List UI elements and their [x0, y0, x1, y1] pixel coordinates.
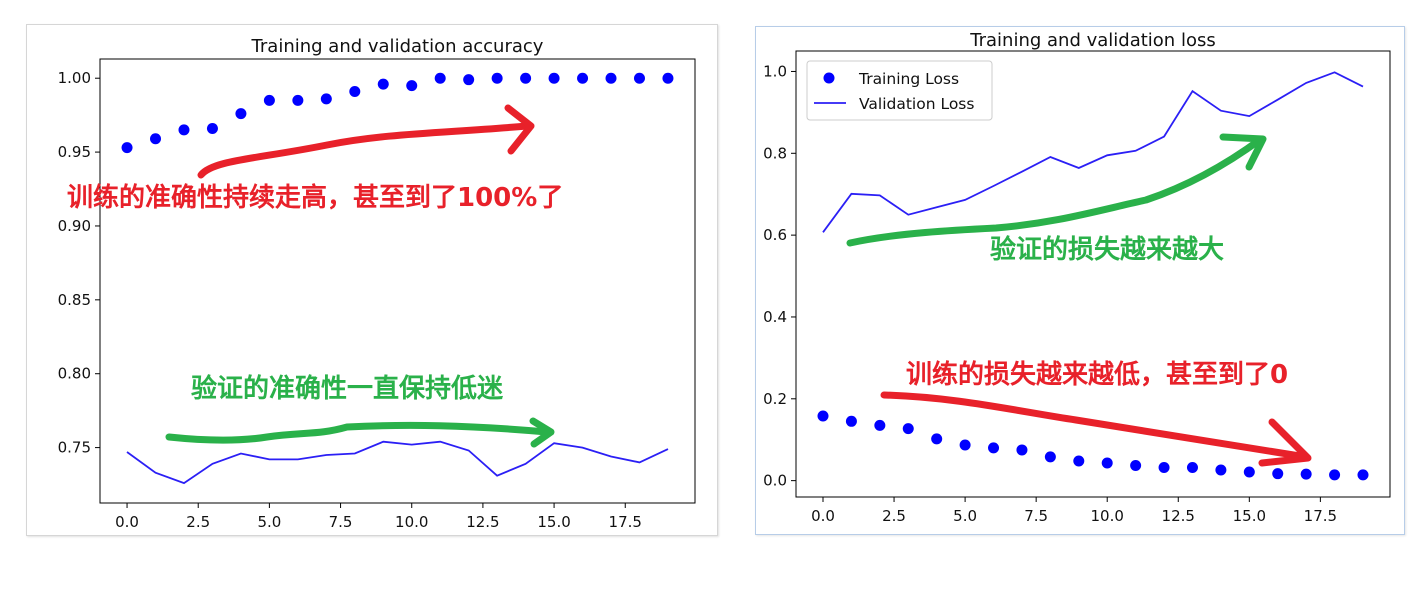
training-series-point: [845, 415, 857, 427]
y-tick-label: 1.00: [58, 69, 91, 87]
accuracy-validation-annotation: 验证的准确性一直保持低迷: [191, 373, 504, 404]
x-tick-label: 12.5: [1162, 507, 1195, 525]
y-tick-label: 1.0: [763, 62, 787, 80]
training-series-point: [817, 410, 829, 422]
x-tick-label: 12.5: [466, 513, 499, 531]
x-tick-label: 0.0: [115, 513, 139, 531]
legend-box: [806, 60, 993, 121]
x-tick-label: 7.5: [329, 513, 353, 531]
x-tick-label: 17.5: [1304, 507, 1337, 525]
x-tick-label: 2.5: [186, 513, 210, 531]
chart-title: Training and validation loss: [969, 30, 1215, 51]
y-tick-label: 0.85: [58, 291, 91, 309]
training-series-point: [1329, 469, 1341, 481]
loss-chart-panel: Training and validation loss 0.0 2.5 5.0 7.5…: [755, 26, 1405, 535]
training-series-point: [1016, 444, 1028, 456]
y-tick-label: 0.6: [763, 226, 787, 244]
training-series-point: [988, 442, 1000, 454]
loss-validation-annotation: 验证的损失越来越大: [990, 234, 1224, 265]
loss-training-annotation: 训练的损失越来越低，甚至到了0: [906, 359, 1288, 390]
x-tick-label: 2.5: [882, 507, 906, 525]
x-tick-label: 10.0: [1091, 507, 1124, 525]
training-series-point: [1243, 466, 1255, 478]
x-tick-label: 5.0: [257, 513, 281, 531]
y-tick-label: 0.0: [763, 472, 787, 490]
training-series-point: [1300, 468, 1312, 480]
y-tick-label: 0.75: [58, 439, 91, 457]
training-series-point: [121, 142, 133, 154]
training-series-point: [1357, 469, 1369, 481]
training-series-point: [605, 72, 617, 84]
legend-training-label: Training Loss: [858, 70, 959, 88]
accuracy-validation-arrow-head: [529, 417, 555, 448]
training-series-point: [1215, 464, 1227, 476]
plot-frame: [99, 58, 696, 504]
y-tick-label: 0.80: [58, 365, 91, 383]
legend-training-marker: [823, 72, 835, 84]
accuracy-training-arrow-head: [504, 104, 535, 155]
training-series-point: [377, 78, 389, 90]
validation-series-line: [822, 71, 1364, 233]
accuracy-training-annotation: 训练的准确性持续走高，甚至到了100%了: [67, 182, 563, 213]
loss-training-arrow-head: [1258, 418, 1312, 467]
training-series-point: [292, 94, 304, 106]
training-series-point: [633, 72, 645, 84]
x-tick-label: 10.0: [395, 513, 428, 531]
training-series-point: [463, 74, 475, 86]
training-series-point: [662, 72, 674, 84]
x-tick-label: 0.0: [811, 507, 835, 525]
accuracy-chart: Training and validation accuracy 0.0 2.5 5.…: [58, 36, 696, 531]
chart-title: Training and validation accuracy: [251, 36, 544, 57]
y-tick-label: 0.90: [58, 217, 91, 235]
training-series-point: [1158, 462, 1170, 474]
training-series-point: [320, 93, 332, 105]
x-tick-label: 5.0: [953, 507, 977, 525]
accuracy-validation-arrow: [165, 421, 551, 444]
y-tick-label: 0.2: [763, 390, 787, 408]
validation-series-line: [126, 440, 669, 485]
training-series-point: [1186, 462, 1198, 474]
training-series-point: [959, 439, 971, 451]
loss-chart: Training and validation loss 0.0 2.5 5.0 7.5…: [763, 30, 1391, 525]
training-series-point: [902, 423, 914, 435]
loss-validation-arrow: [846, 135, 1265, 247]
training-series-point: [434, 72, 446, 84]
loss-validation-arrow-head: [1219, 133, 1267, 171]
loss-training-arrow: [880, 391, 1310, 461]
training-series-point: [1272, 468, 1284, 480]
x-tick-label: 17.5: [609, 513, 642, 531]
training-series-point: [178, 124, 190, 136]
training-series-point: [1044, 451, 1056, 463]
training-series-point: [548, 72, 560, 84]
x-tick-label: 15.0: [1233, 507, 1266, 525]
legend-validation-label: Validation Loss: [859, 95, 974, 113]
training-series-point: [931, 433, 943, 445]
training-series-point: [1130, 459, 1142, 471]
training-series-point: [235, 108, 247, 120]
training-series-point: [349, 86, 361, 98]
y-tick-label: 0.95: [58, 143, 91, 161]
training-series-point: [874, 419, 886, 431]
plot-frame: [795, 50, 1391, 498]
training-series-point: [491, 72, 503, 84]
training-series-point: [150, 133, 162, 145]
training-series-point: [1073, 455, 1085, 467]
training-series-point: [263, 94, 275, 106]
training-series-point: [1101, 457, 1113, 469]
training-series-point: [577, 72, 589, 84]
accuracy-chart-panel: Training and validation accuracy 0.0 2.5 5.…: [26, 24, 718, 536]
y-tick-label: 0.8: [763, 144, 787, 162]
training-series-point: [406, 80, 418, 92]
accuracy-training-arrow: [197, 122, 531, 179]
training-series-point: [206, 122, 218, 134]
training-series-point: [520, 72, 532, 84]
y-tick-label: 0.4: [763, 308, 787, 326]
x-tick-label: 15.0: [537, 513, 570, 531]
x-tick-label: 7.5: [1024, 507, 1048, 525]
